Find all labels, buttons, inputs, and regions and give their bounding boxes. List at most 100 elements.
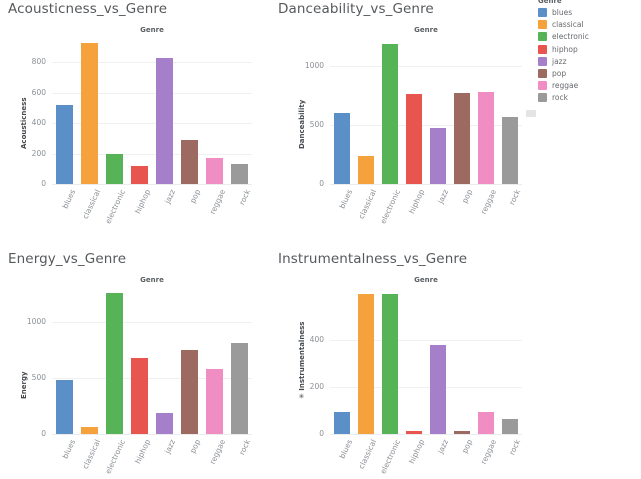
bar-rock[interactable] (231, 343, 248, 434)
bar-pop[interactable] (181, 350, 198, 434)
legend-item-label: rock (552, 93, 568, 103)
x-axis-title: Genre (414, 276, 438, 284)
legend-item-label: electronic (552, 32, 589, 42)
gridline (330, 386, 522, 388)
x-tick-label-classical: classical (80, 188, 102, 221)
bar-hiphop[interactable] (406, 431, 422, 434)
y-tick-label: 1000 (26, 316, 46, 326)
y-tick-label: 400 (309, 334, 324, 344)
bar-classical[interactable] (81, 43, 98, 184)
bar-hiphop[interactable] (131, 166, 148, 184)
bar-classical[interactable] (81, 427, 98, 434)
y-tick-label: 1000 (304, 61, 324, 71)
bar-blues[interactable] (334, 113, 350, 184)
chart-title: Energy_vs_Genre (8, 251, 127, 267)
x-tick-label-blues: blues (337, 188, 355, 211)
gridline (330, 125, 522, 127)
bar-pop[interactable] (454, 431, 470, 434)
bar-reggae[interactable] (206, 158, 223, 184)
y-tick-label: 500 (31, 372, 46, 382)
y-tick-label: 0 (319, 179, 324, 188)
y-tick-label: 200 (309, 381, 324, 391)
bar-reggae[interactable] (478, 91, 494, 184)
gridline (330, 339, 522, 341)
x-tick-label-pop: pop (460, 188, 475, 205)
chart-title: Instrumentalness_vs_Genre (278, 251, 468, 267)
plot-area: Genre Danceability 0 500 1000 blues classical e… (298, 26, 522, 225)
chart-panel-acousticness: Acousticness_vs_Genre Genre Acousticness 0… (0, 0, 270, 240)
legend-swatch-icon (538, 32, 547, 42)
bar-classical[interactable] (358, 293, 374, 434)
bar-electronic[interactable] (382, 293, 398, 434)
bar-electronic[interactable] (106, 293, 123, 434)
x-tick-label-pop: pop (187, 188, 202, 205)
bar-electronic[interactable] (106, 154, 123, 184)
bar-jazz[interactable] (430, 128, 446, 184)
x-tick-label-hiphop: hiphop (132, 188, 152, 216)
legend-swatch-icon (538, 8, 547, 17)
x-tick-label-classical: classical (80, 438, 102, 471)
x-tick-label-rock: rock (507, 188, 523, 207)
gridline (52, 321, 252, 323)
bar-pop[interactable] (181, 140, 198, 184)
x-axis-title: Genre (140, 276, 164, 284)
legend-scrollbar[interactable] (526, 110, 536, 117)
x-tick-label-electronic: electronic (378, 188, 403, 226)
gridline (52, 153, 252, 155)
x-axis-title: Genre (414, 26, 438, 34)
axis-baseline (52, 434, 252, 435)
x-tick-label-hiphop: hiphop (407, 188, 427, 216)
x-tick-label-rock: rock (507, 438, 523, 457)
bar-hiphop[interactable] (406, 93, 422, 184)
y-tick-label: 600 (31, 87, 46, 97)
chart-title: Danceability_vs_Genre (278, 1, 434, 17)
y-tick-label: 0 (319, 429, 324, 438)
y-tick-label: 0 (41, 179, 46, 188)
x-tick-label-pop: pop (187, 438, 202, 455)
x-tick-label-electronic: electronic (378, 438, 403, 476)
y-tick-label: 500 (309, 120, 324, 130)
y-tick-label: 200 (31, 148, 46, 158)
gridline (52, 377, 252, 379)
y-tick-label: 0 (41, 429, 46, 438)
plot-area: Genre Energy 0 500 1000 blues classical electro… (20, 276, 252, 475)
bar-jazz[interactable] (156, 58, 173, 184)
bar-pop[interactable] (454, 92, 470, 184)
bar-rock[interactable] (502, 418, 518, 434)
bar-blues[interactable] (56, 105, 73, 184)
legend-swatch-icon (538, 81, 547, 91)
bar-rock[interactable] (231, 164, 248, 184)
chart-panel-energy: Energy_vs_Genre Genre Energy 0 500 1000 blues… (0, 240, 270, 479)
legend-item-label: reggae (552, 81, 579, 91)
x-tick-label-rock: rock (236, 188, 252, 207)
bar-electronic[interactable] (382, 43, 398, 184)
plot-area: Genre Acousticness 0 200 400 600 800 blues class… (20, 26, 252, 225)
bar-reggae[interactable] (206, 368, 223, 434)
gridline (52, 62, 252, 64)
legend-item-label: blues (552, 8, 573, 17)
x-tick-label-hiphop: hiphop (407, 438, 427, 466)
bar-jazz[interactable] (430, 344, 446, 434)
legend: Genre blues classical electronic hiphop jazz… (530, 0, 635, 108)
bar-blues[interactable] (334, 412, 350, 434)
bar-reggae[interactable] (478, 412, 494, 434)
x-tick-label-classical: classical (356, 438, 379, 471)
legend-item-label: jazz (552, 56, 567, 66)
x-tick-label-reggae: reggae (478, 188, 499, 216)
x-tick-label-blues: blues (59, 438, 77, 461)
bar-hiphop[interactable] (131, 358, 148, 434)
gridline (330, 66, 522, 68)
x-axis-title: Genre (140, 26, 164, 34)
x-tick-label-rock: rock (236, 438, 252, 457)
legend-item-label: hiphop (552, 44, 578, 54)
bar-blues[interactable] (56, 379, 73, 434)
legend-swatch-icon (538, 44, 547, 54)
bar-jazz[interactable] (156, 413, 173, 434)
x-tick-label-pop: pop (460, 438, 475, 455)
bar-rock[interactable] (502, 117, 518, 184)
legend-swatch-icon (538, 69, 547, 78)
chart-panel-danceability: Danceability_vs_Genre Genre Danceability 0… (270, 0, 522, 240)
chart-title: Acousticness_vs_Genre (8, 1, 168, 17)
x-tick-label-jazz: jazz (162, 188, 177, 206)
bar-classical[interactable] (358, 155, 374, 184)
